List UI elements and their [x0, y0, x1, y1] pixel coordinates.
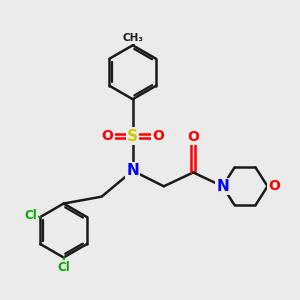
- Text: S: S: [127, 129, 138, 144]
- Text: Cl: Cl: [24, 209, 37, 222]
- Text: Cl: Cl: [57, 261, 70, 274]
- Text: N: N: [126, 163, 139, 178]
- Text: CH₃: CH₃: [122, 33, 143, 43]
- Text: N: N: [216, 179, 229, 194]
- Text: O: O: [187, 130, 199, 144]
- Text: O: O: [152, 129, 164, 143]
- Text: O: O: [102, 129, 113, 143]
- Text: O: O: [268, 179, 280, 193]
